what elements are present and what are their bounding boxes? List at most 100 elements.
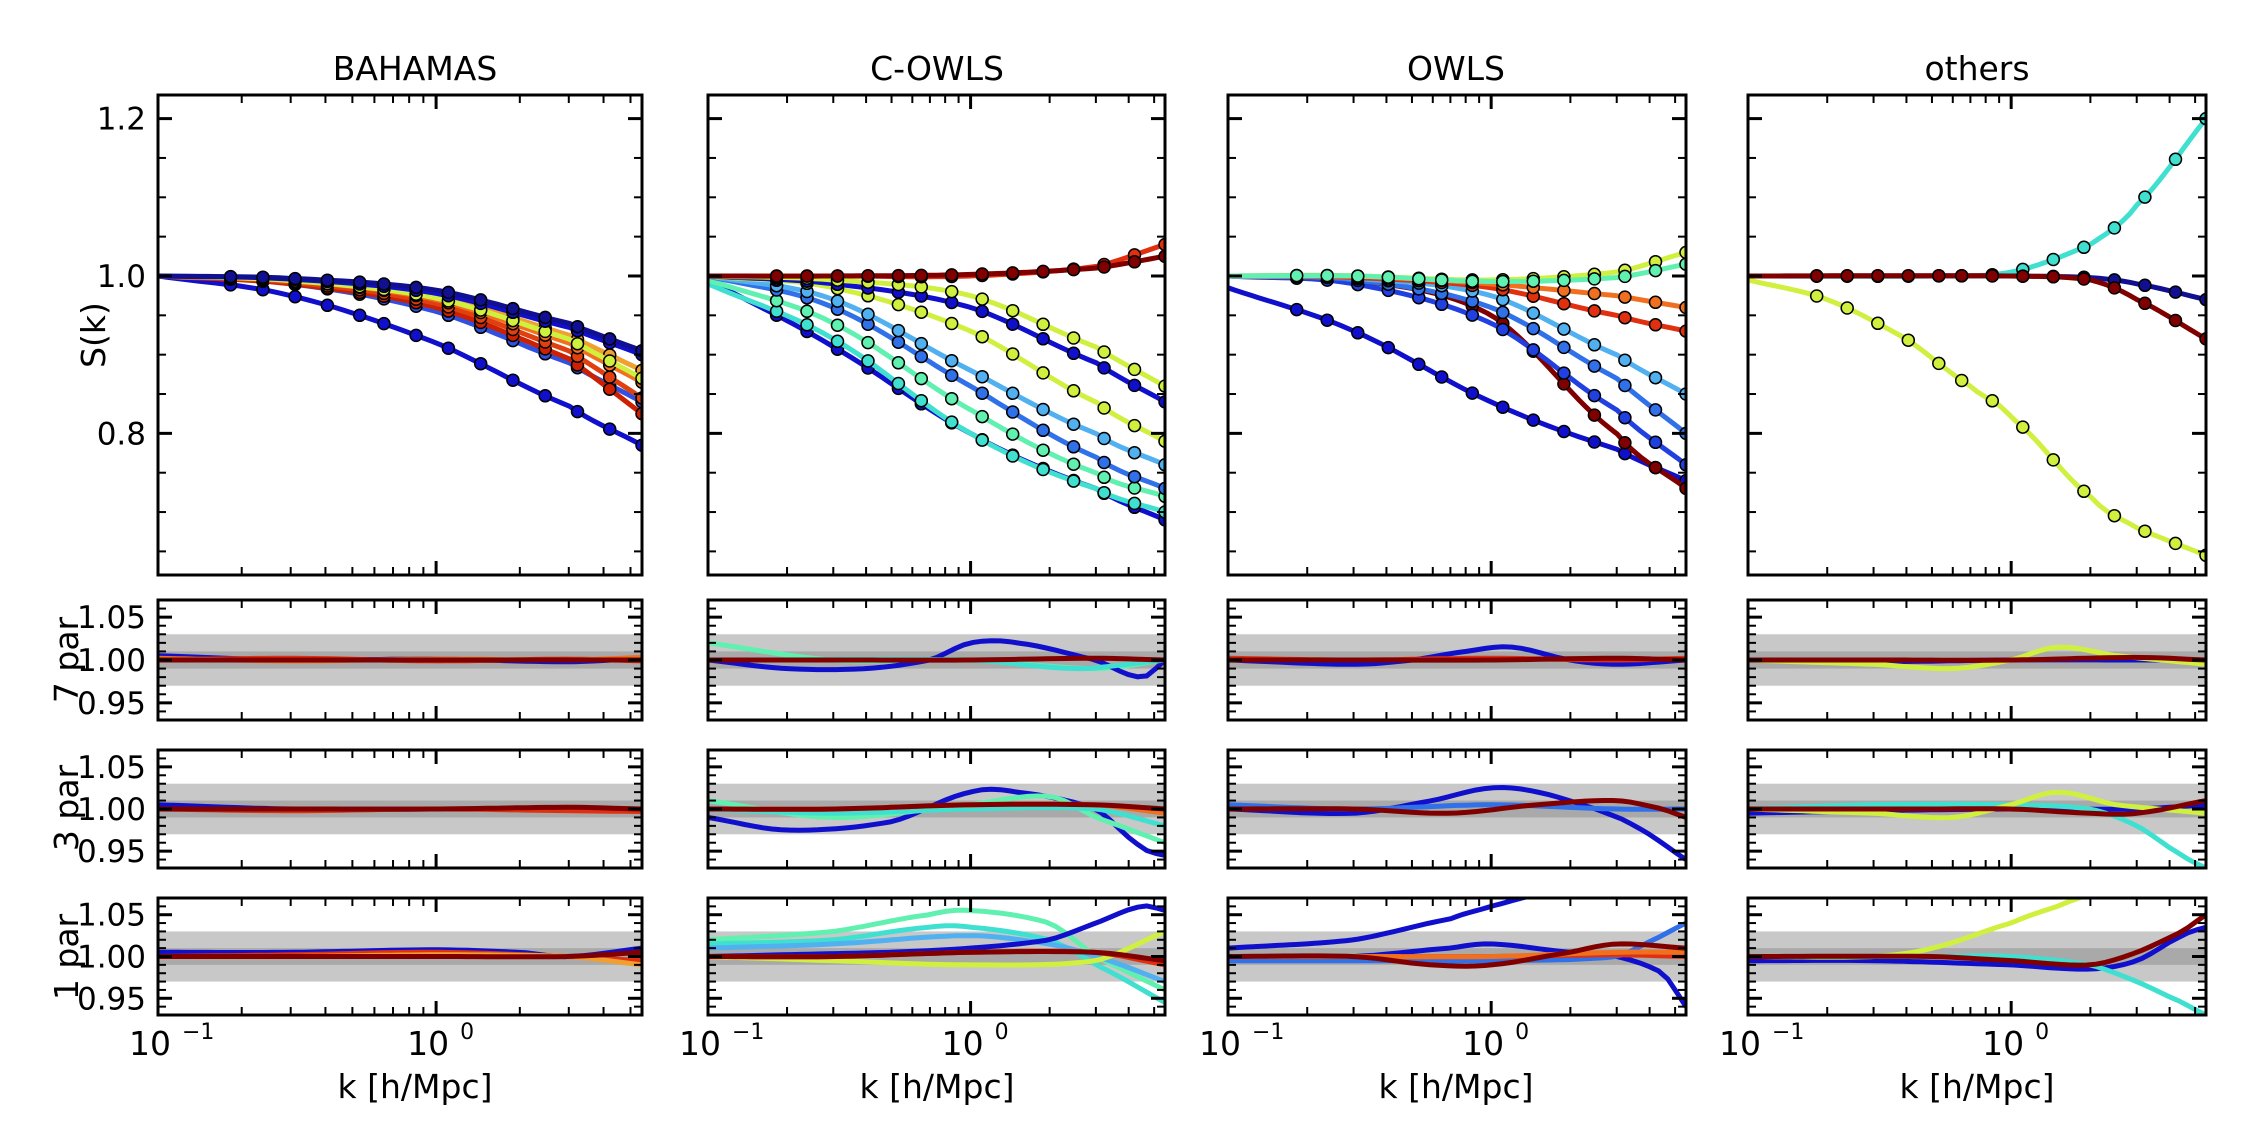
data-point [1618, 290, 1632, 304]
data-point [1097, 455, 1111, 470]
data-point [1097, 485, 1111, 500]
data-point [1005, 347, 1020, 361]
data-point [944, 268, 959, 282]
series-line [158, 273, 642, 354]
residual-line [708, 805, 1165, 829]
top-ytick-label: 1.0 [97, 259, 146, 295]
data-point [944, 368, 959, 383]
data-point [1097, 260, 1111, 274]
data-point [891, 335, 906, 349]
data-point [1036, 366, 1050, 380]
data-point [1496, 305, 1510, 320]
data-point [506, 301, 520, 316]
residual-line [158, 804, 642, 812]
data-point [1036, 462, 1050, 477]
panel-3-par-c-owls [706, 748, 1167, 870]
plot-area: 0.8 1.0 1.2 0.95 1.00 1.05 0.95 1.00 1.05 10 −1 10 0… [77, 93, 2208, 1063]
data-point [975, 329, 989, 344]
data-point [1381, 340, 1396, 355]
data-point [1526, 321, 1541, 336]
res-xtick-label: 10 [407, 1024, 449, 1063]
data-point [320, 273, 335, 287]
data-point [944, 415, 959, 429]
data-point [1526, 306, 1541, 320]
res-ytick-label: 1.00 [77, 792, 146, 828]
data-point [1005, 405, 1020, 419]
panel-7-par-c-owls [706, 598, 1167, 722]
data-point [1005, 317, 1020, 331]
series-group [158, 269, 642, 452]
data-point [1587, 304, 1602, 318]
data-point [914, 268, 929, 283]
data-point [1097, 345, 1111, 359]
res-xtick-label: 10 [942, 1024, 984, 1063]
data-point [1127, 418, 1142, 433]
res-xtick-label: 10 [1199, 1024, 1241, 1063]
column-title-bahamas: BAHAMAS [333, 49, 498, 88]
data-point [2077, 272, 2091, 286]
panel-frame [156, 93, 644, 577]
data-point [1932, 356, 1946, 371]
series-group [1748, 111, 2206, 563]
data-point [538, 389, 552, 403]
residual-line [1228, 898, 1532, 951]
residual-line [1228, 798, 1686, 820]
data-point [800, 269, 814, 283]
data-point [1036, 332, 1050, 346]
data-point [944, 284, 959, 299]
data-point [1066, 384, 1081, 398]
series-line [158, 273, 642, 448]
data-point [975, 409, 989, 424]
xlabel-bahamas: k [h/Mpc] [338, 1067, 493, 1106]
panel-1-par-bahamas: 10 −1 10 0 0.95 1.00 1.05 [77, 896, 644, 1063]
data-point [409, 328, 423, 343]
data-point [1127, 469, 1142, 484]
res-ytick-label: 1.00 [77, 940, 146, 976]
data-point [2016, 269, 2030, 283]
panel-7-par-owls [1226, 598, 1688, 722]
data-point [1618, 353, 1632, 367]
band-group [1748, 783, 2206, 868]
panel-3-par-bahamas: 0.95 1.00 1.05 [77, 748, 644, 870]
data-point [1097, 361, 1111, 375]
data-point [1465, 274, 1480, 288]
data-point [1005, 266, 1020, 280]
data-point [1465, 308, 1480, 322]
res-xtick-exp: −1 [1252, 1020, 1284, 1045]
data-point [1901, 333, 1916, 347]
data-point [1557, 340, 1571, 355]
data-point [320, 298, 335, 313]
res-ytick-label: 0.95 [77, 686, 146, 722]
residual-line [1228, 655, 1686, 663]
res-xtick-exp: 0 [460, 1020, 474, 1045]
residual-line [1748, 924, 2206, 972]
panel-top-others [1746, 93, 2208, 577]
data-point [1127, 362, 1142, 377]
residual-line [1228, 784, 1686, 862]
residual-line [1748, 789, 2206, 821]
data-point [1066, 457, 1081, 471]
data-point [1526, 343, 1541, 357]
data-point [1320, 268, 1334, 283]
data-point [1434, 273, 1449, 287]
data-point [800, 318, 814, 332]
panel-3-par-others [1746, 748, 2208, 870]
xlabel-others: k [h/Mpc] [1900, 1067, 2055, 1106]
data-point [256, 270, 270, 284]
data-point [2138, 278, 2152, 293]
data-point [1005, 449, 1020, 463]
res-xtick-exp: 0 [1515, 1020, 1529, 1045]
data-point [830, 334, 845, 349]
res-ytick-label: 1.05 [77, 750, 146, 786]
series-line [708, 277, 1165, 499]
panel-1-par-others: 10 −1 10 0 [1719, 896, 2208, 1063]
data-point [1985, 269, 2000, 283]
data-point [1587, 408, 1602, 422]
data-point [602, 354, 617, 368]
residual-line [1228, 644, 1686, 667]
data-point [602, 370, 617, 384]
band-group [158, 634, 642, 686]
series-line [1748, 277, 2206, 558]
xlabel-c-owls: k [h/Mpc] [860, 1067, 1015, 1106]
data-point [975, 292, 989, 306]
